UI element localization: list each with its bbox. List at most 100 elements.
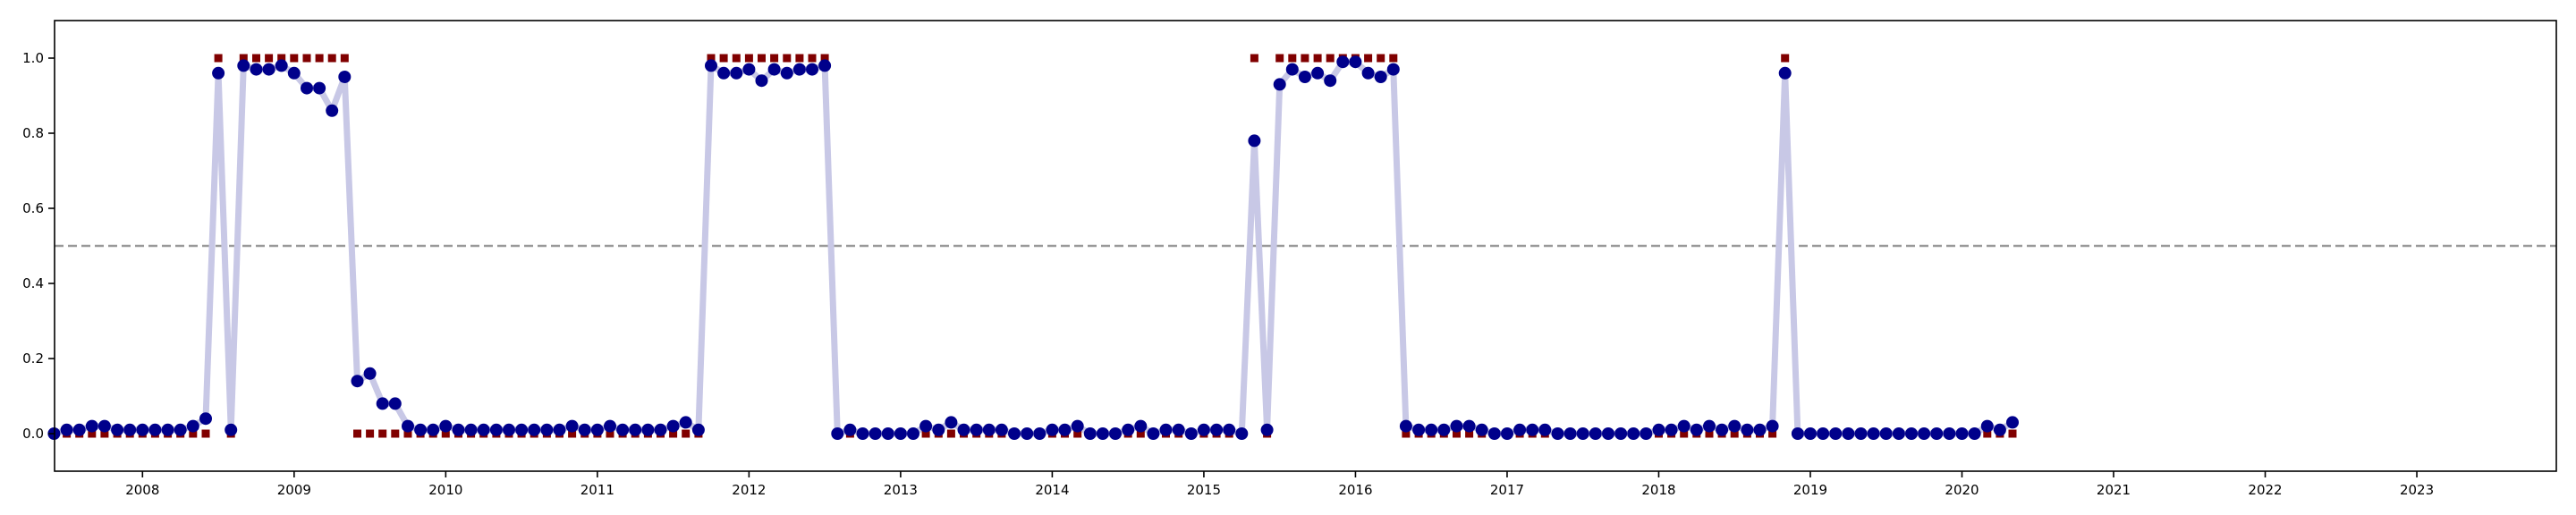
probability-point: [1829, 427, 1843, 440]
state-marker: [783, 54, 792, 63]
probability-point: [1665, 423, 1678, 436]
state-marker: [820, 54, 829, 63]
probability-point: [1716, 423, 1729, 436]
state-marker: [946, 429, 955, 438]
state-marker: [201, 429, 210, 438]
probability-point: [578, 423, 591, 436]
x-tick-label: 2016: [1338, 482, 1372, 498]
probability-point: [301, 81, 313, 95]
state-marker: [1275, 54, 1284, 63]
plot-content: [47, 54, 2556, 440]
probability-point: [85, 419, 98, 433]
probability-point: [376, 397, 389, 410]
probability-point: [1955, 427, 1969, 440]
probability-point: [1980, 419, 1994, 433]
state-marker: [315, 54, 324, 63]
state-marker: [1377, 54, 1385, 63]
x-tick-label: 2020: [1945, 482, 1979, 498]
probability-point: [1260, 423, 1274, 436]
probability-point: [717, 66, 731, 80]
probability-point: [1766, 419, 1779, 433]
probability-point: [742, 63, 756, 76]
x-tick-label: 2022: [2248, 482, 2282, 498]
probability-point: [338, 71, 352, 83]
probability-point: [1602, 427, 1614, 440]
state-marker: [1983, 429, 1992, 438]
state-marker: [366, 429, 375, 438]
probability-point: [1526, 423, 1539, 436]
probability-point: [932, 423, 945, 436]
state-marker: [744, 54, 753, 63]
state-marker: [1326, 54, 1335, 63]
probability-point: [1589, 427, 1602, 440]
probability-point: [843, 423, 857, 436]
probability-point: [1386, 63, 1400, 76]
probability-point: [1791, 427, 1804, 440]
probability-point: [1349, 55, 1362, 69]
x-tick-label: 2023: [2400, 482, 2434, 498]
probability-point: [326, 104, 339, 117]
probability-point: [691, 423, 705, 436]
probability-point: [199, 412, 212, 426]
probability-point: [1412, 423, 1426, 436]
probability-point: [515, 423, 529, 436]
probability-point: [464, 423, 478, 436]
probability-point: [705, 59, 717, 72]
state-marker: [189, 429, 198, 438]
probability-point: [1008, 427, 1021, 440]
y-tick-label: 0.4: [22, 275, 44, 291]
state-marker: [1313, 54, 1322, 63]
probability-point: [1842, 427, 1855, 440]
probability-point: [1905, 427, 1918, 440]
probability-point: [1879, 427, 1893, 440]
probability-point: [1374, 71, 1387, 83]
probability-point: [388, 397, 402, 410]
probability-point: [590, 423, 604, 436]
probability-point: [1475, 423, 1488, 436]
state-marker: [1389, 54, 1398, 63]
probability-point: [957, 423, 970, 436]
x-tick-label: 2012: [732, 482, 766, 498]
probability-point: [1197, 423, 1210, 436]
state-marker: [214, 54, 223, 63]
probability-point: [1361, 66, 1375, 80]
probability-point: [1993, 423, 2006, 436]
probability-point: [856, 427, 869, 440]
probability-point: [1753, 423, 1767, 436]
probability-point: [1223, 423, 1236, 436]
probability-point: [1854, 427, 1868, 440]
state-marker: [808, 54, 817, 63]
probability-point: [161, 423, 174, 436]
probability-point: [97, 419, 111, 433]
probability-point: [1235, 427, 1249, 440]
probability-point: [477, 423, 490, 436]
probability-point: [1184, 427, 1198, 440]
probability-point: [1652, 423, 1665, 436]
probability-point: [792, 63, 806, 76]
probability-point: [553, 423, 566, 436]
probability-point: [1071, 419, 1084, 433]
state-marker: [252, 54, 260, 63]
probability-point: [72, 423, 86, 436]
state-marker: [669, 429, 678, 438]
x-tick-label: 2013: [884, 482, 918, 498]
probability-point: [1033, 427, 1046, 440]
probability-point: [1487, 427, 1501, 440]
state-marker: [568, 429, 577, 438]
state-marker: [1402, 429, 1411, 438]
probability-point: [818, 59, 832, 72]
probability-point: [945, 416, 958, 429]
state-marker: [606, 429, 614, 438]
state-marker: [719, 54, 728, 63]
probability-point: [1172, 423, 1185, 436]
probability-point: [1462, 419, 1476, 433]
probability-point: [262, 63, 275, 76]
state-marker: [403, 429, 412, 438]
state-marker: [1680, 429, 1689, 438]
y-tick-label: 0.8: [22, 125, 44, 141]
probability-point: [1778, 66, 1792, 80]
state-marker: [327, 54, 336, 63]
state-marker: [1453, 429, 1461, 438]
state-marker: [795, 54, 804, 63]
